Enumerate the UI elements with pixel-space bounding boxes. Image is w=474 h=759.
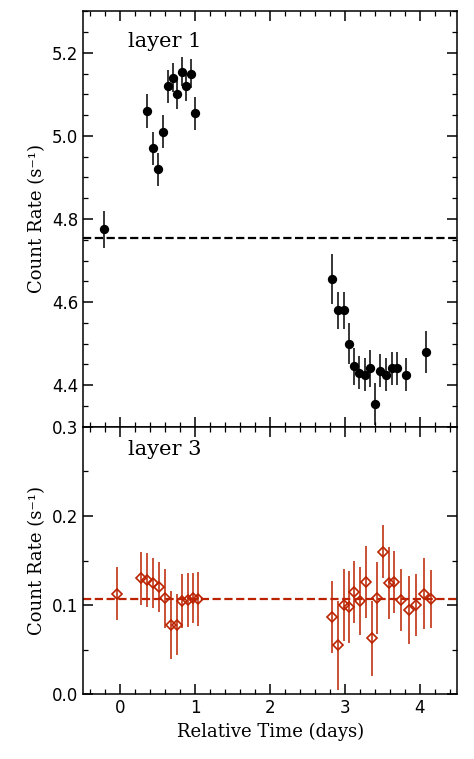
Y-axis label: Count Rate (s⁻¹): Count Rate (s⁻¹) xyxy=(28,486,46,635)
Text: layer 3: layer 3 xyxy=(128,440,201,459)
Text: layer 1: layer 1 xyxy=(128,32,201,51)
Y-axis label: Count Rate (s⁻¹): Count Rate (s⁻¹) xyxy=(28,144,46,294)
X-axis label: Relative Time (days): Relative Time (days) xyxy=(177,723,364,741)
